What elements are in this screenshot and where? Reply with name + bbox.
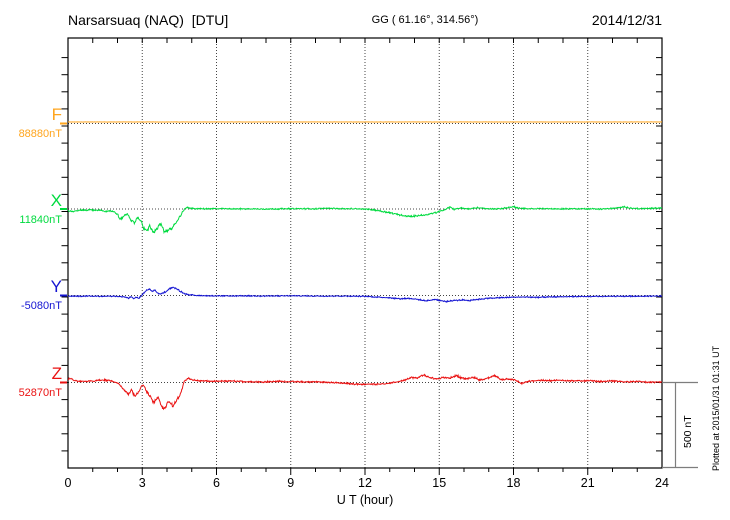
x-tick-labels: 0 3 6 9 12 15 18 21 24: [65, 476, 669, 490]
x-tick-label: 12: [358, 476, 372, 490]
plot-frame: [67, 37, 663, 469]
scalebar-label: 500 nT: [682, 415, 694, 448]
grid-vertical: [141, 38, 589, 468]
component-label-group-f: F 88880nT: [0, 106, 62, 141]
trace-y: [67, 286, 663, 304]
x-tick-label: 0: [65, 476, 72, 490]
x-tick-label: 24: [655, 476, 669, 490]
plot-date: 2014/12/31: [591, 12, 662, 28]
component-value-y: -5080nT: [21, 300, 62, 312]
trace-z: [67, 373, 662, 411]
component-letter-y: Y: [50, 277, 62, 296]
x-axis-title: U T (hour): [336, 493, 394, 507]
scalebar: [662, 381, 698, 469]
component-value-x: 11840nT: [19, 214, 62, 226]
plotted-timestamp-note: Plotted at 2015/01/31 01:31 UT: [711, 345, 721, 471]
bottom-hour-ticks: [92, 468, 638, 475]
baseline-color-ticks: [60, 122, 67, 384]
component-letter-x: X: [50, 191, 62, 210]
component-value-z: 52870nT: [18, 387, 62, 399]
grid-baselines: [68, 123, 662, 383]
x-tick-label: 21: [581, 476, 595, 490]
station-title: Narsarsuaq (NAQ) [DTU]: [68, 12, 229, 28]
x-tick-label: 6: [213, 476, 220, 490]
x-tick-label: 3: [139, 476, 146, 490]
component-letter-f: F: [51, 105, 62, 124]
component-letter-z: Z: [51, 364, 62, 383]
component-label-group-z: Z 52870nT: [0, 365, 62, 400]
x-tick-label: 15: [432, 476, 446, 490]
x-tick-label: 18: [507, 476, 521, 490]
top-hour-ticks: [92, 38, 638, 43]
component-label-group-y: Y -5080nT: [0, 278, 62, 313]
x-tick-label: 9: [287, 476, 294, 490]
geographic-coordinates: GG ( 61.16°, 314.56°): [371, 14, 479, 26]
component-value-f: 88880nT: [18, 128, 62, 140]
component-label-group-x: X 11840nT: [0, 192, 62, 227]
amplitude-ticks: [61, 57, 662, 452]
trace-x: [67, 205, 663, 235]
